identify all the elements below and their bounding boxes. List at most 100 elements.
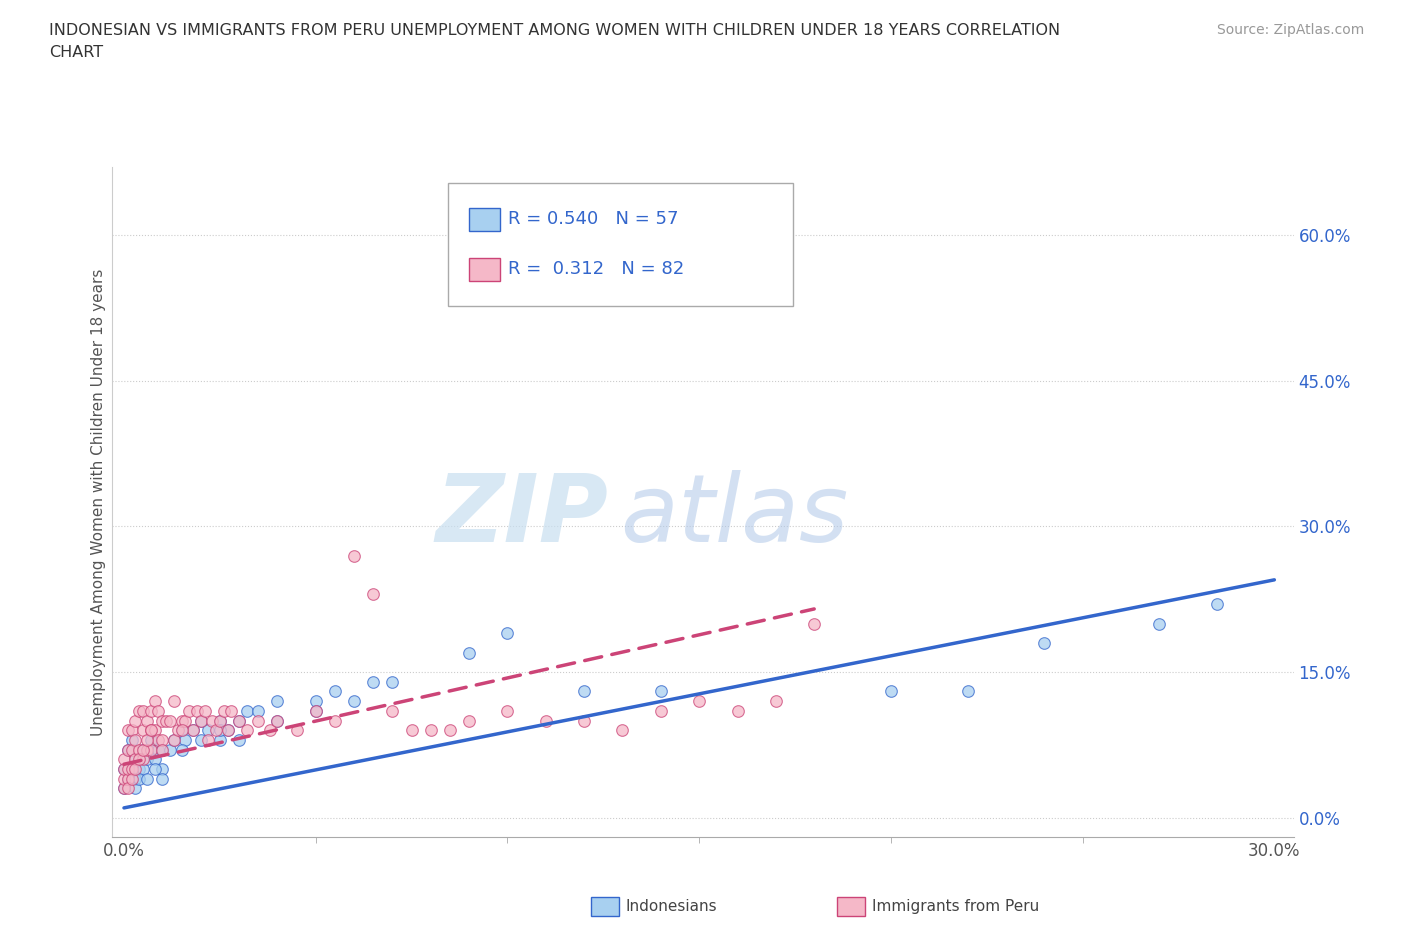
Point	[305, 703, 328, 718]
Point	[419, 723, 441, 737]
Point	[150, 713, 173, 728]
Point	[132, 703, 155, 718]
Point	[439, 723, 461, 737]
Point	[124, 762, 146, 777]
Point	[1149, 616, 1171, 631]
Point	[128, 762, 150, 777]
Point	[208, 723, 231, 737]
Y-axis label: Unemployment Among Women with Children Under 18 years: Unemployment Among Women with Children U…	[91, 269, 105, 736]
Point	[112, 752, 135, 767]
Point	[381, 703, 404, 718]
Point	[124, 752, 146, 767]
Point	[166, 723, 188, 737]
Point	[190, 713, 212, 728]
Text: Immigrants from Peru: Immigrants from Peru	[872, 899, 1039, 914]
Point	[124, 781, 146, 796]
Point	[163, 733, 186, 748]
Text: Source: ZipAtlas.com: Source: ZipAtlas.com	[1216, 23, 1364, 37]
Point	[128, 703, 150, 718]
Point	[727, 703, 749, 718]
Point	[650, 703, 672, 718]
Point	[128, 752, 150, 767]
Point	[228, 713, 250, 728]
Point	[193, 703, 215, 718]
Point	[612, 723, 634, 737]
Point	[401, 723, 423, 737]
Point	[121, 762, 143, 777]
Point	[139, 703, 162, 718]
Point	[112, 781, 135, 796]
Point	[458, 713, 481, 728]
Point	[136, 742, 159, 757]
Point	[132, 742, 155, 757]
Point	[247, 713, 270, 728]
Point	[159, 713, 181, 728]
Point	[112, 781, 135, 796]
Text: atlas: atlas	[620, 470, 849, 561]
Point	[266, 713, 288, 728]
Point	[150, 742, 173, 757]
Point	[170, 723, 193, 737]
Point	[217, 723, 239, 737]
Point	[117, 762, 139, 777]
Point	[117, 771, 139, 786]
Point	[266, 694, 288, 709]
Point	[235, 723, 257, 737]
Point	[1033, 635, 1056, 650]
Point	[688, 694, 710, 709]
Point	[136, 713, 159, 728]
Point	[534, 713, 557, 728]
Point	[124, 752, 146, 767]
Point	[221, 703, 243, 718]
Point	[136, 733, 159, 748]
Point	[124, 771, 146, 786]
Point	[880, 684, 903, 698]
Point	[803, 616, 825, 631]
Point	[117, 781, 139, 796]
Text: R = 0.540   N = 57: R = 0.540 N = 57	[509, 210, 679, 229]
Point	[121, 733, 143, 748]
Point	[181, 723, 204, 737]
Point	[117, 771, 139, 786]
Point	[143, 762, 166, 777]
Point	[148, 733, 170, 748]
Point	[150, 771, 173, 786]
Point	[285, 723, 308, 737]
Point	[208, 733, 231, 748]
Point	[132, 723, 155, 737]
Point	[136, 771, 159, 786]
Point	[117, 723, 139, 737]
Point	[201, 713, 224, 728]
Point	[208, 713, 231, 728]
Point	[148, 742, 170, 757]
Point	[155, 713, 177, 728]
Point	[121, 742, 143, 757]
Point	[159, 742, 181, 757]
Point	[117, 742, 139, 757]
Text: INDONESIAN VS IMMIGRANTS FROM PERU UNEMPLOYMENT AMONG WOMEN WITH CHILDREN UNDER : INDONESIAN VS IMMIGRANTS FROM PERU UNEMP…	[49, 23, 1060, 38]
Point	[190, 733, 212, 748]
Point	[128, 742, 150, 757]
Point	[148, 703, 170, 718]
Point	[124, 733, 146, 748]
Point	[956, 684, 979, 698]
Point	[143, 752, 166, 767]
Point	[163, 694, 186, 709]
Point	[190, 713, 212, 728]
Point	[458, 645, 481, 660]
Point	[496, 626, 519, 641]
Point	[361, 587, 384, 602]
Point	[121, 771, 143, 786]
Point	[163, 733, 186, 748]
Point	[228, 713, 250, 728]
Point	[305, 703, 328, 718]
Point	[765, 694, 787, 709]
Point	[650, 684, 672, 698]
Text: CHART: CHART	[49, 45, 103, 60]
Point	[205, 723, 228, 737]
Point	[208, 713, 231, 728]
Point	[259, 723, 281, 737]
Point	[112, 771, 135, 786]
Point	[132, 762, 155, 777]
Point	[124, 713, 146, 728]
